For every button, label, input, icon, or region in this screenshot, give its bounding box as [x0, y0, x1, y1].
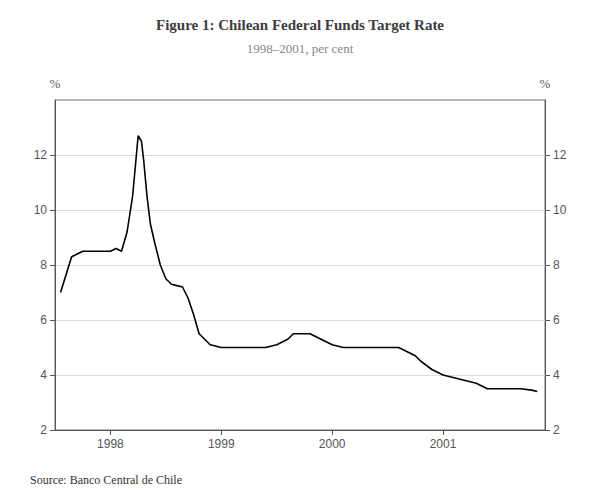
svg-text:12: 12	[553, 148, 567, 162]
svg-text:2001: 2001	[430, 437, 457, 451]
svg-text:1998–2001, per cent: 1998–2001, per cent	[247, 41, 354, 56]
svg-text:Figure 1: Chilean Federal Fund: Figure 1: Chilean Federal Funds Target R…	[156, 17, 444, 33]
svg-text:1999: 1999	[208, 437, 235, 451]
svg-text:4: 4	[40, 368, 47, 382]
svg-text:12: 12	[34, 148, 48, 162]
svg-text:1998: 1998	[97, 437, 124, 451]
svg-text:6: 6	[553, 313, 560, 327]
svg-text:2: 2	[553, 423, 560, 437]
svg-text:8: 8	[40, 258, 47, 272]
svg-text:6: 6	[40, 313, 47, 327]
svg-text:%: %	[540, 76, 551, 91]
svg-text:2: 2	[40, 423, 47, 437]
svg-text:10: 10	[553, 203, 567, 217]
svg-text:Source: Banco Central de Chile: Source: Banco Central de Chile	[30, 473, 182, 487]
svg-text:4: 4	[553, 368, 560, 382]
svg-text:%: %	[50, 76, 61, 91]
svg-text:2000: 2000	[319, 437, 346, 451]
svg-text:10: 10	[34, 203, 48, 217]
svg-text:8: 8	[553, 258, 560, 272]
